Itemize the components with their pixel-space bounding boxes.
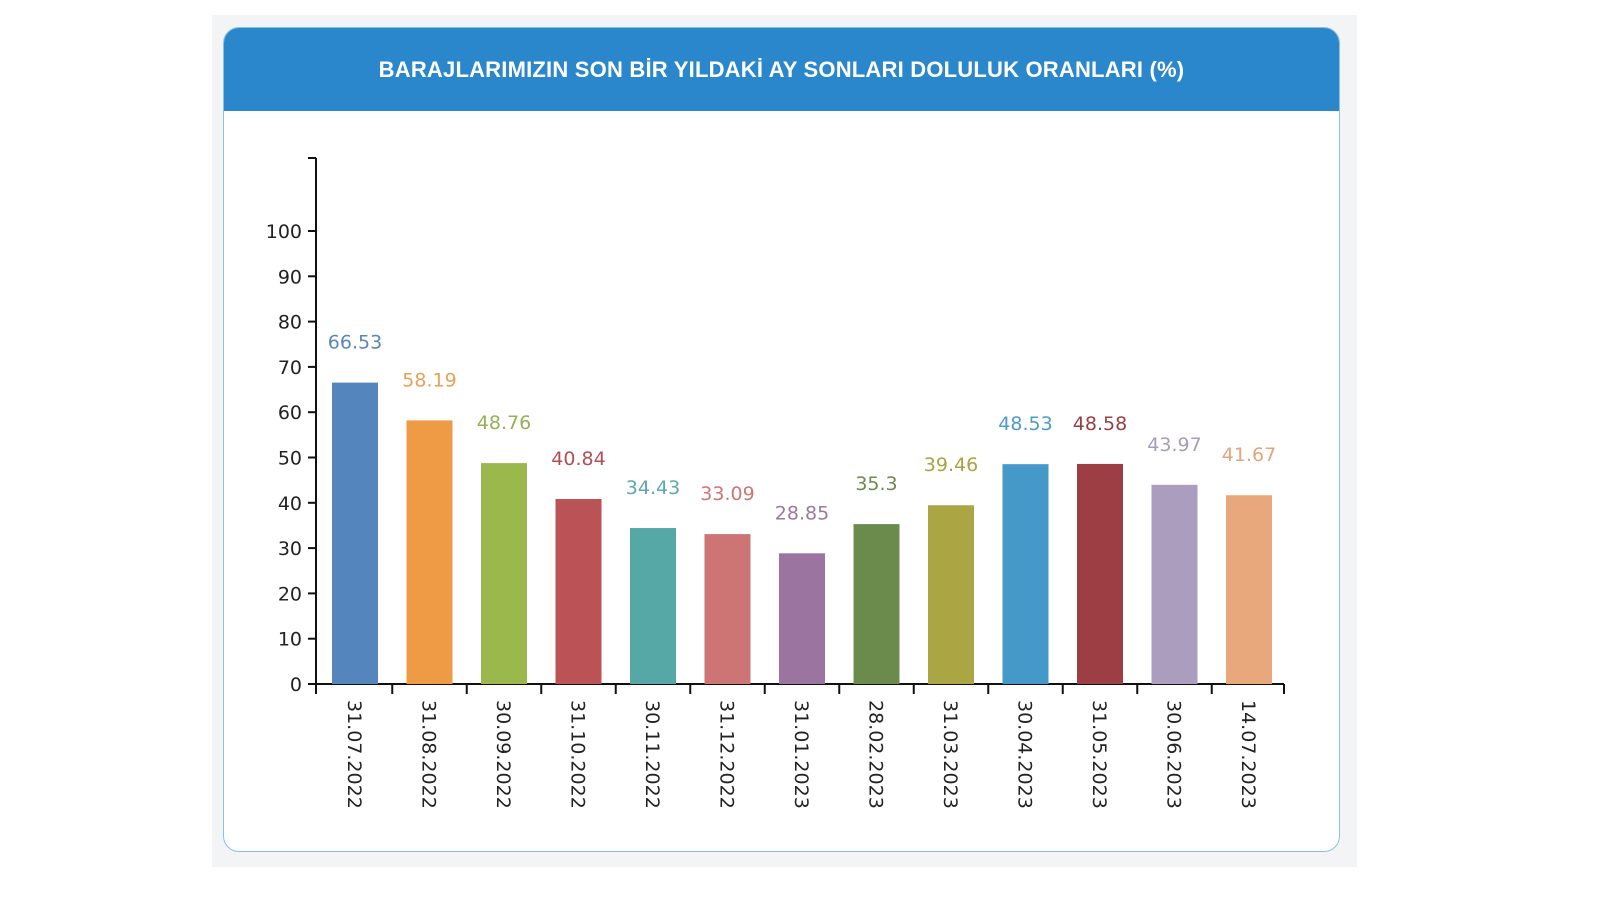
y-tick-label: 80 [278,312,302,334]
x-tick-label: 31.07.2022 [343,700,365,809]
bar-31.03.2023 [928,505,974,684]
x-tick-label: 31.01.2023 [790,700,812,809]
y-tick-label: 100 [266,221,302,243]
x-tick-label: 30.11.2022 [641,700,663,809]
value-label: 39.46 [924,454,978,476]
x-tick-label: 30.06.2023 [1163,700,1185,809]
y-tick-label: 40 [278,493,302,515]
bar-31.01.2023 [779,553,825,684]
y-tick-label: 60 [278,402,302,424]
value-label: 28.85 [775,502,829,524]
y-tick-label: 0 [290,674,302,696]
x-tick-label: 28.02.2023 [865,700,887,809]
x-tick-label: 31.10.2022 [567,700,589,809]
x-tick-label: 31.12.2022 [716,700,738,809]
bar-30.11.2022 [630,528,676,684]
y-tick-label: 20 [278,583,302,605]
y-tick-label: 70 [278,357,302,379]
chart-card: BARAJLARIMIZIN SON BİR YILDAKİ AY SONLAR… [223,27,1340,852]
y-tick-label: 10 [278,629,302,651]
bar-31.08.2022 [406,420,453,684]
value-label: 35.3 [855,473,897,495]
value-label: 58.19 [402,369,456,391]
bar-31.05.2023 [1077,463,1123,684]
x-tick-label: 31.08.2022 [418,700,440,809]
x-tick-label: 30.09.2022 [492,700,514,809]
y-tick-label: 90 [278,266,302,288]
value-label: 48.58 [1073,413,1127,435]
value-label: 33.09 [700,483,754,505]
chart-title: BARAJLARIMIZIN SON BİR YILDAKİ AY SONLAR… [224,28,1339,111]
bar-30.06.2023 [1151,484,1198,684]
x-tick-label: 31.03.2023 [939,700,961,809]
bar-30.04.2023 [1002,464,1049,684]
bar-31.10.2022 [555,498,602,684]
value-label: 48.53 [998,413,1052,435]
bar-31.07.2022 [332,382,378,684]
y-tick-label: 50 [278,448,302,470]
value-label: 34.43 [626,477,680,499]
bar-31.12.2022 [704,534,751,684]
value-label: 66.53 [328,332,382,354]
y-tick-label: 30 [278,538,302,560]
bar-14.07.2023 [1226,495,1272,684]
x-tick-label: 14.07.2023 [1237,700,1259,809]
x-tick-label: 30.04.2023 [1014,700,1036,809]
bar-30.09.2022 [481,463,527,684]
x-tick-label: 31.05.2023 [1088,700,1110,809]
value-label: 40.84 [551,448,605,470]
value-label: 43.97 [1147,434,1201,456]
value-label: 48.76 [477,412,531,434]
bar-28.02.2023 [853,524,900,684]
value-label: 41.67 [1222,444,1276,466]
